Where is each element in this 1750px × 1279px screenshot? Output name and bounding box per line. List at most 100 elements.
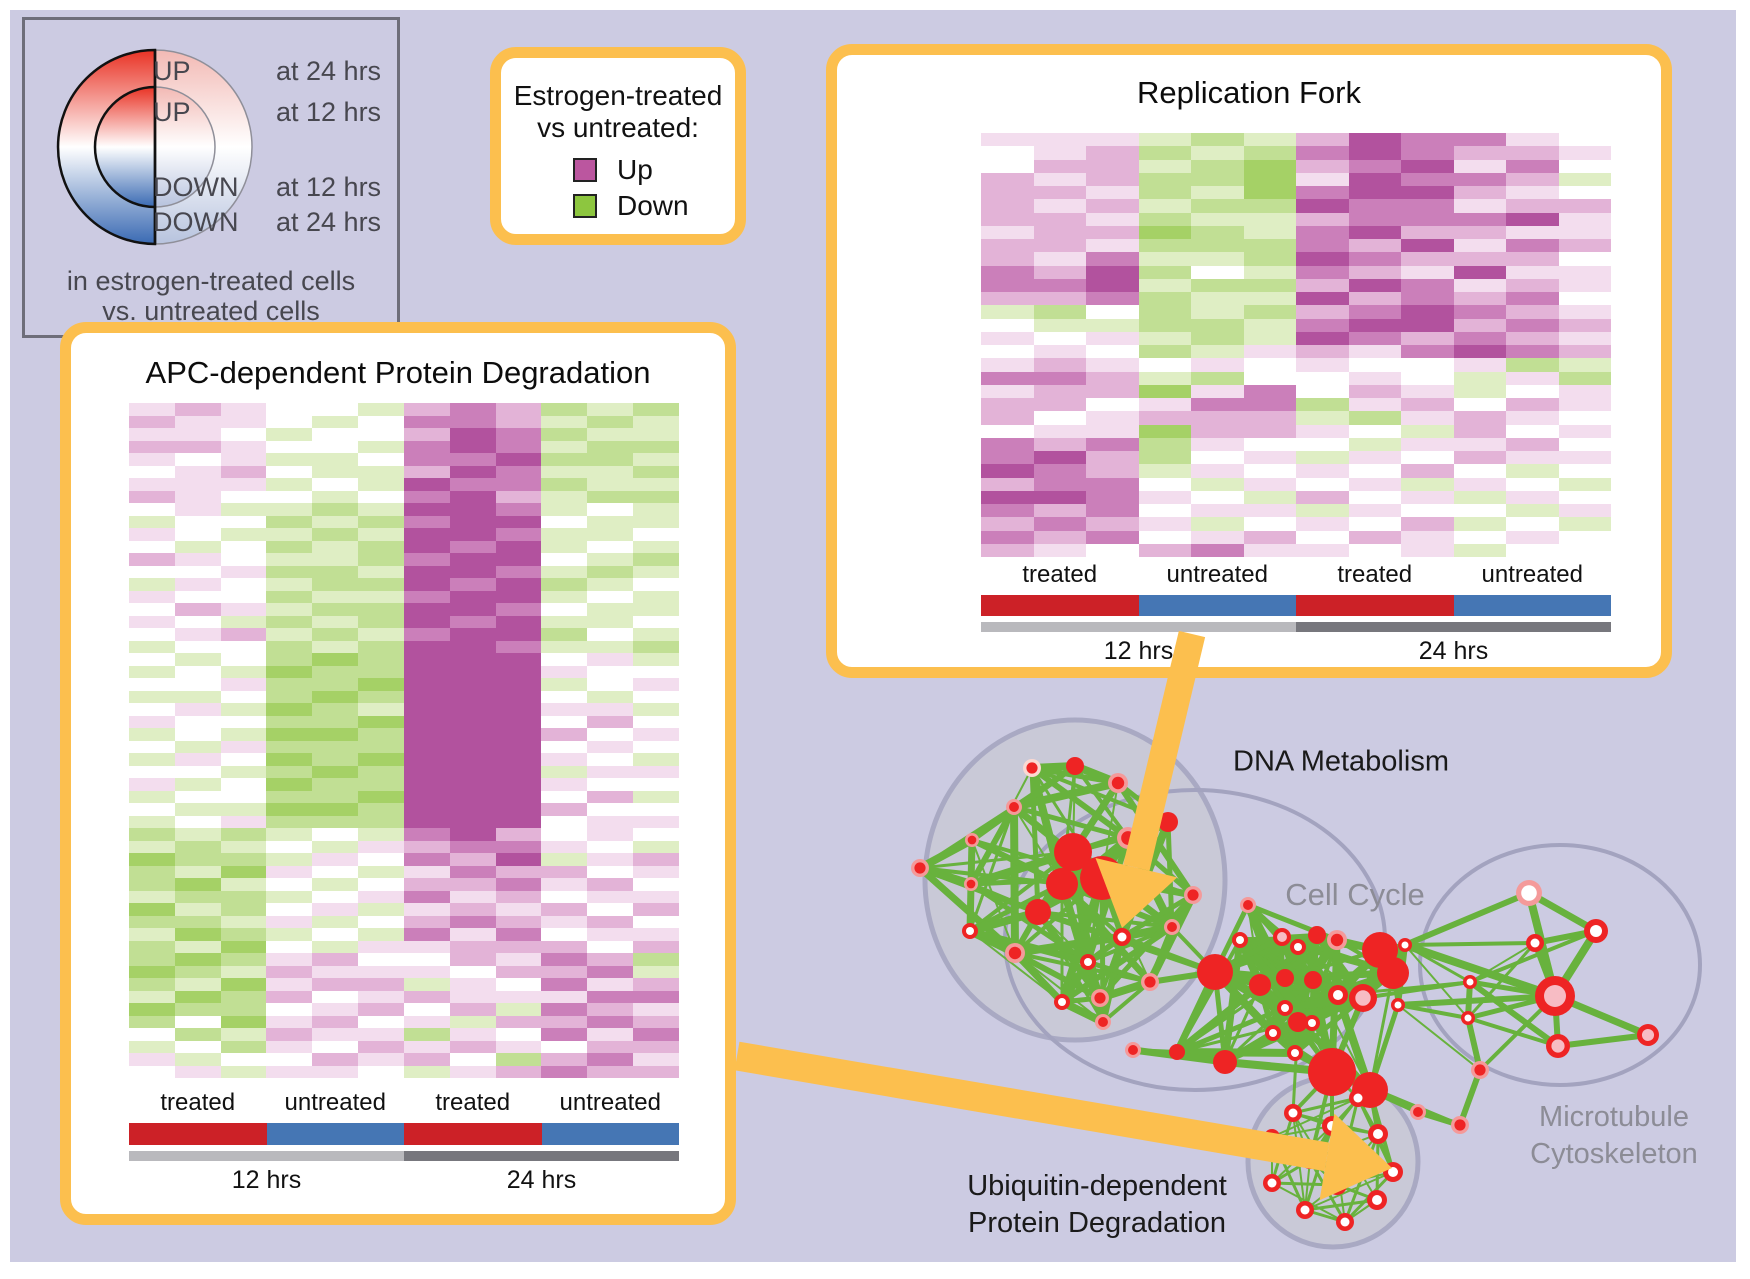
heatmap-cell xyxy=(587,1065,634,1078)
heatmap-cell xyxy=(449,540,496,553)
heatmap-cell xyxy=(541,928,588,941)
heatmap-cell xyxy=(1086,543,1139,557)
heatmap-cell xyxy=(495,753,542,766)
ring-row-dir-4: DOWN xyxy=(153,207,239,237)
network-node xyxy=(1125,1042,1141,1058)
heatmap-cell xyxy=(587,878,634,891)
heatmap-cell xyxy=(312,640,359,653)
heatmap-cell xyxy=(1191,146,1244,160)
heatmap-cell xyxy=(633,803,679,816)
heatmap-cell xyxy=(587,1003,634,1016)
heatmap-cell xyxy=(174,915,221,928)
heatmap-cell xyxy=(174,865,221,878)
group-label: treated xyxy=(435,1089,511,1116)
heatmap-cell xyxy=(266,678,313,691)
group-label: untreated xyxy=(559,1089,661,1116)
heatmap-cell xyxy=(312,953,359,966)
heatmap-cell xyxy=(1348,199,1401,213)
heatmap-cell xyxy=(541,840,588,853)
heatmap-row xyxy=(981,517,1611,531)
heatmap-cell xyxy=(403,665,450,678)
heatmap-cell xyxy=(220,490,267,503)
heatmap-cell xyxy=(541,978,588,991)
heatmap-row xyxy=(129,990,679,1003)
heatmap-row xyxy=(981,504,1611,518)
heatmap-cell xyxy=(449,628,496,641)
heatmap-cell xyxy=(495,528,542,541)
heatmap-cell xyxy=(449,778,496,791)
heatmap-cell xyxy=(449,828,496,841)
heatmap-cell xyxy=(495,865,542,878)
heatmap-cell xyxy=(1506,490,1559,504)
heatmap-cell xyxy=(587,1053,634,1066)
heatmap-cell xyxy=(449,1028,496,1041)
heatmap-cell xyxy=(403,1015,450,1028)
heatmap-cell xyxy=(1348,437,1401,451)
heatmap-cell xyxy=(403,503,450,516)
heatmap-cell xyxy=(633,678,679,691)
heatmap-cell xyxy=(1558,530,1611,544)
network-node xyxy=(962,923,978,939)
heatmap-cell xyxy=(1138,186,1191,200)
heatmap-row xyxy=(981,318,1611,332)
heatmap-cell xyxy=(1506,464,1559,478)
heatmap-cell xyxy=(1296,265,1349,279)
cluster-label: DNA Metabolism xyxy=(1233,745,1449,778)
heatmap-row xyxy=(129,628,679,641)
heatmap-row xyxy=(129,703,679,716)
network-node xyxy=(1263,1174,1281,1192)
heatmap-cell xyxy=(312,965,359,978)
heatmap-cell xyxy=(587,528,634,541)
heatmap-cell xyxy=(403,628,450,641)
heatmap-cell xyxy=(1138,358,1191,372)
heatmap-cell xyxy=(541,1053,588,1066)
heatmap-cell xyxy=(495,653,542,666)
heatmap-cell xyxy=(358,890,404,903)
heatmap-cell xyxy=(541,865,588,878)
network-node xyxy=(1184,886,1202,904)
heatmap-cell xyxy=(1348,530,1401,544)
heatmap-row xyxy=(129,453,679,466)
ring-legend-footer-1: in estrogen-treated cells xyxy=(66,266,356,296)
network-node xyxy=(1276,969,1294,987)
heatmap-cell xyxy=(1191,411,1244,425)
heatmap-cell xyxy=(1296,411,1349,425)
heatmap-cell xyxy=(403,803,450,816)
heatmap-cell xyxy=(129,853,175,866)
heatmap-row xyxy=(981,199,1611,213)
heatmap-cell xyxy=(266,1003,313,1016)
network-node xyxy=(1304,971,1322,989)
network-node xyxy=(1546,1034,1570,1058)
heatmap-cell xyxy=(449,478,496,491)
heatmap-cell xyxy=(1243,504,1296,518)
heatmap-row xyxy=(129,690,679,703)
heatmap-cell xyxy=(981,146,1034,160)
group-label: treated xyxy=(1337,561,1413,588)
heatmap-cell xyxy=(495,890,542,903)
heatmap-cell xyxy=(220,415,267,428)
heatmap-cell xyxy=(1558,543,1611,557)
heatmap-cell xyxy=(174,603,221,616)
heatmap-cell xyxy=(633,740,679,753)
heatmap-cell xyxy=(541,903,588,916)
heatmap-cell xyxy=(981,292,1034,306)
heatmap-cell xyxy=(541,678,588,691)
heatmap-cell xyxy=(403,1065,450,1078)
arrow-head xyxy=(1095,857,1178,928)
heatmap-cell xyxy=(587,753,634,766)
heatmap-cell xyxy=(633,703,679,716)
heatmap-cell xyxy=(541,1015,588,1028)
heatmap-cell xyxy=(1191,437,1244,451)
network-node xyxy=(1264,1129,1280,1145)
heatmap-cell xyxy=(1033,278,1086,292)
heatmap-cell xyxy=(358,990,404,1003)
heatmap-cell xyxy=(541,828,588,841)
heatmap-cell xyxy=(495,503,542,516)
heatmap-cell xyxy=(1191,384,1244,398)
network-node xyxy=(1322,1116,1342,1136)
heatmap-cell xyxy=(495,840,542,853)
heatmap-cell xyxy=(1401,199,1454,213)
heatmap-cell xyxy=(1243,358,1296,372)
heatmap-cell xyxy=(403,1040,450,1053)
heatmap-cell xyxy=(1453,212,1506,226)
